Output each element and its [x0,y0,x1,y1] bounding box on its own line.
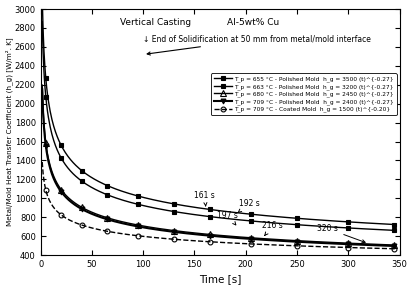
Text: ↓ End of Solidification at 50 mm from metal/mold interface: ↓ End of Solidification at 50 mm from me… [143,35,371,55]
Text: 320 s: 320 s [318,224,365,243]
Text: 197 s: 197 s [217,211,238,225]
Y-axis label: Metal/Mold Heat Transfer Coefficient (h_g) [W/m². K]: Metal/Mold Heat Transfer Coefficient (h_… [5,38,13,226]
Text: 161 s: 161 s [195,191,215,206]
Legend: T_p = 655 °C - Polished Mold  h_g = 3500 (t)^{-0.27}, T_p = 663 °C - Polished Mo: T_p = 655 °C - Polished Mold h_g = 3500 … [211,73,396,115]
Text: Al-5wt% Cu: Al-5wt% Cu [227,18,280,27]
Text: 216 s: 216 s [262,222,283,235]
Text: 192 s: 192 s [238,199,259,213]
X-axis label: Time [s]: Time [s] [199,274,241,284]
Text: Vertical Casting: Vertical Casting [120,18,191,27]
